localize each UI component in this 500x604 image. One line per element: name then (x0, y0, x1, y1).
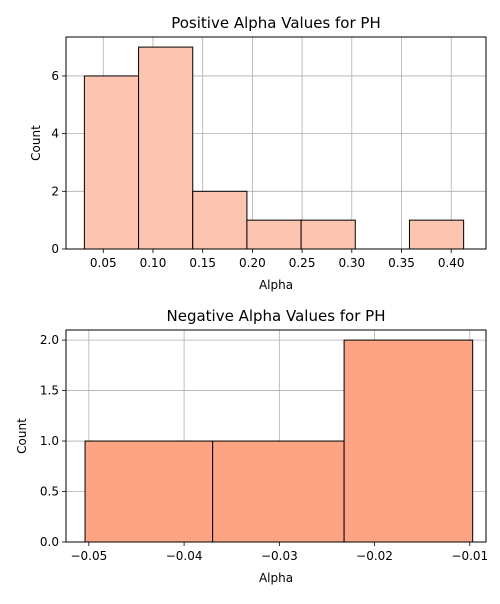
y-tick-label: 0.0 (40, 535, 59, 549)
x-tick-label: 0.20 (239, 256, 266, 270)
chart-negative: −0.05 −0.04 −0.03 −0.02 −0.01 0.0 0.5 1.0 1.5 2.… (15, 307, 488, 585)
histogram-bar (138, 46, 194, 250)
histogram-bar (246, 219, 302, 250)
x-tick-label: 0.35 (388, 256, 415, 270)
y-tick-label: 1.0 (40, 434, 59, 448)
x-tick-label: 0.05 (90, 256, 117, 270)
y-axis-label: Count (29, 125, 43, 161)
x-ticks: −0.05 −0.04 −0.03 −0.02 −0.01 (70, 542, 488, 563)
chart-positive: 0.05 0.10 0.15 0.20 0.25 0.30 0.35 0.40 0 2 4 6 Po… (29, 14, 487, 292)
histogram-bar (192, 190, 248, 250)
histogram-bar (83, 75, 140, 250)
y-tick-label: 0.5 (40, 485, 59, 499)
x-axis-label: Alpha (259, 278, 293, 292)
x-tick-label: −0.02 (356, 549, 393, 563)
histogram-bar (212, 440, 345, 543)
histogram-bars (84, 339, 474, 543)
chart-title: Negative Alpha Values for PH (167, 307, 386, 325)
x-tick-label: −0.04 (166, 549, 203, 563)
y-tick-label: 4 (51, 127, 59, 141)
x-tick-label: 0.40 (438, 256, 465, 270)
y-ticks: 0.0 0.5 1.0 1.5 2.0 (40, 333, 66, 549)
histogram-bar (343, 339, 474, 543)
y-axis-label: Count (15, 418, 29, 454)
x-axis-label: Alpha (259, 571, 293, 585)
histogram-bar (300, 219, 356, 250)
axes-frame (65, 329, 487, 543)
x-tick-label: −0.03 (261, 549, 298, 563)
chart-title: Positive Alpha Values for PH (171, 14, 381, 32)
x-tick-label: 0.30 (338, 256, 365, 270)
y-tick-label: 2 (51, 184, 59, 198)
x-tick-label: 0.25 (289, 256, 316, 270)
x-tick-label: −0.01 (451, 549, 488, 563)
x-tick-label: 0.10 (140, 256, 167, 270)
x-ticks: 0.05 0.10 0.15 0.20 0.25 0.30 0.35 0.40 (90, 249, 465, 270)
histogram-bar (408, 219, 465, 250)
x-tick-label: 0.15 (189, 256, 216, 270)
x-tick-label: −0.05 (70, 549, 107, 563)
y-ticks: 0 2 4 6 (51, 69, 66, 256)
histogram-bar (84, 440, 214, 543)
y-tick-label: 0 (51, 242, 59, 256)
histogram-bars (83, 46, 465, 250)
y-tick-label: 2.0 (40, 333, 59, 347)
y-tick-label: 1.5 (40, 384, 59, 398)
y-tick-label: 6 (51, 69, 59, 83)
axes-frame (65, 36, 487, 250)
